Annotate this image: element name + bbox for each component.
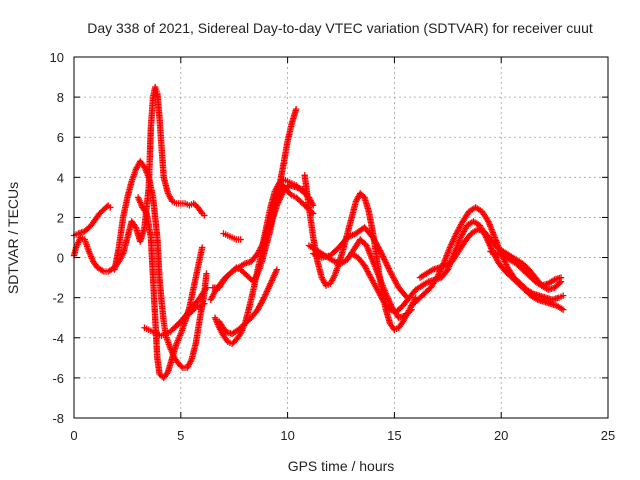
y-tick-label: 10: [50, 50, 64, 65]
data-point: [103, 203, 110, 210]
x-tick-label: 20: [494, 428, 508, 443]
data-point: [203, 270, 210, 277]
x-axis-label: GPS time / hours: [288, 458, 395, 474]
data-point: [202, 285, 209, 293]
x-tick-label: 10: [280, 428, 294, 443]
data-point: [237, 236, 244, 243]
y-tick-label: 0: [57, 251, 64, 266]
x-tick-label: 15: [387, 428, 401, 443]
y-tick-label: 8: [57, 90, 64, 105]
series-arc-b: [70, 83, 208, 275]
series-arc-a: [70, 202, 114, 239]
y-tick-labels: -8 -6 -4 -2 0 2 4 6 8 10: [50, 50, 64, 426]
grid: [74, 57, 608, 418]
y-tick-label: -4: [52, 331, 64, 346]
series-arc-q: [408, 204, 567, 309]
x-tick-label: 0: [70, 428, 77, 443]
data-point: [407, 307, 414, 315]
y-tick-label: -6: [52, 371, 64, 386]
data-point: [559, 306, 567, 313]
data-point: [292, 105, 300, 113]
data-point: [559, 292, 567, 299]
series-arc-d: [134, 194, 206, 382]
series-arc-k: [220, 230, 244, 243]
data-markers: [70, 83, 567, 382]
y-tick-label: -8: [52, 411, 64, 426]
data-point: [178, 363, 185, 370]
data-point: [287, 190, 294, 198]
series-arc-i: [216, 266, 281, 337]
series-arc-o: [310, 224, 411, 301]
series-arc-s: [487, 248, 565, 289]
data-point: [557, 274, 565, 281]
x-tick-label: 25: [601, 428, 615, 443]
y-tick-label: -2: [52, 291, 64, 306]
series-arc-g: [207, 105, 300, 303]
data-point: [203, 284, 210, 291]
plot-frame: [73, 56, 609, 419]
data-point: [107, 204, 114, 211]
series-arc-c: [111, 158, 210, 372]
series-arc-f: [171, 284, 210, 331]
x-tick-labels: 0 5 10 15 20 25: [70, 428, 615, 443]
y-tick-label: 6: [57, 130, 64, 145]
y-tick-label: 2: [57, 210, 64, 225]
y-axis-label: SDTVAR / TECUs: [5, 182, 21, 294]
series-arc-h: [211, 182, 317, 347]
series-arc-r: [416, 226, 565, 293]
chart-title: Day 338 of 2021, Sidereal Day-to-day VTE…: [87, 20, 593, 36]
data-point: [198, 244, 206, 251]
data-point: [201, 212, 208, 219]
x-tick-label: 5: [177, 428, 184, 443]
axis-ticks: [73, 56, 609, 419]
data-point: [273, 266, 281, 273]
data-point: [201, 300, 208, 307]
series-arc-n: [305, 236, 415, 321]
y-tick-label: 4: [57, 170, 64, 185]
